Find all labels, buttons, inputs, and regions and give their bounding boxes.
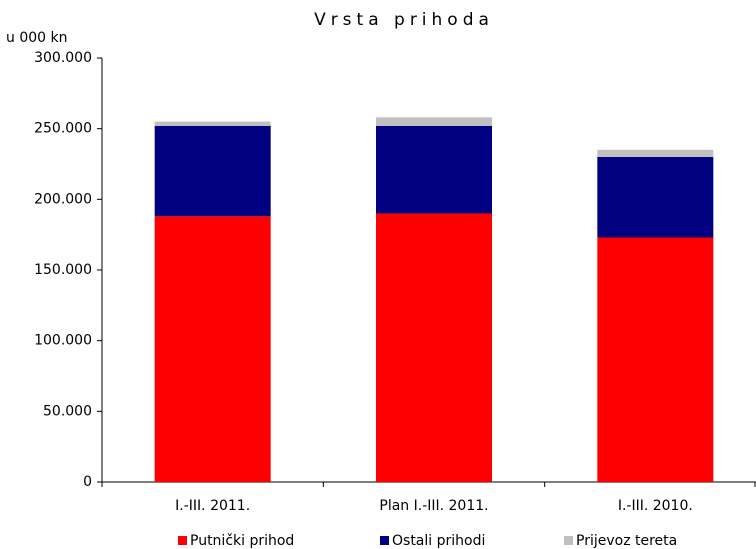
bar-segment xyxy=(154,121,271,126)
bar-segment xyxy=(154,125,271,217)
x-tick-label: I.-III. 2011. xyxy=(175,498,250,514)
bar-segment xyxy=(376,213,492,482)
legend-swatch xyxy=(380,536,389,545)
y-tick-label: 300.000 xyxy=(34,50,92,66)
y-tick-label: 100.000 xyxy=(34,333,92,349)
bar-segment xyxy=(376,125,492,214)
y-tick-label: 150.000 xyxy=(34,262,92,278)
legend-swatch xyxy=(178,536,187,545)
bar-segment xyxy=(597,149,714,157)
y-tick-label: 50.000 xyxy=(43,403,92,419)
x-tick-label: I.-III. 2010. xyxy=(618,498,693,514)
bar-segment xyxy=(376,117,492,126)
y-tick-label: 200.000 xyxy=(34,191,92,207)
bar-segment xyxy=(597,237,714,482)
legend-label: Ostali prihodi xyxy=(392,533,485,549)
legend-label: Prijevoz tereta xyxy=(576,533,677,549)
chart-title: Vrsta prihoda xyxy=(314,10,494,30)
legend-swatch xyxy=(564,536,573,545)
y-axis-label: u 000 kn xyxy=(6,30,67,46)
y-tick-label: 250.000 xyxy=(34,121,92,137)
legend-label: Putnički prihod xyxy=(190,533,294,549)
x-tick-label: Plan I.-III. 2011. xyxy=(379,498,488,514)
bar-segment xyxy=(154,216,271,482)
bar-segment xyxy=(597,156,714,238)
y-tick-label: 0 xyxy=(83,474,92,490)
